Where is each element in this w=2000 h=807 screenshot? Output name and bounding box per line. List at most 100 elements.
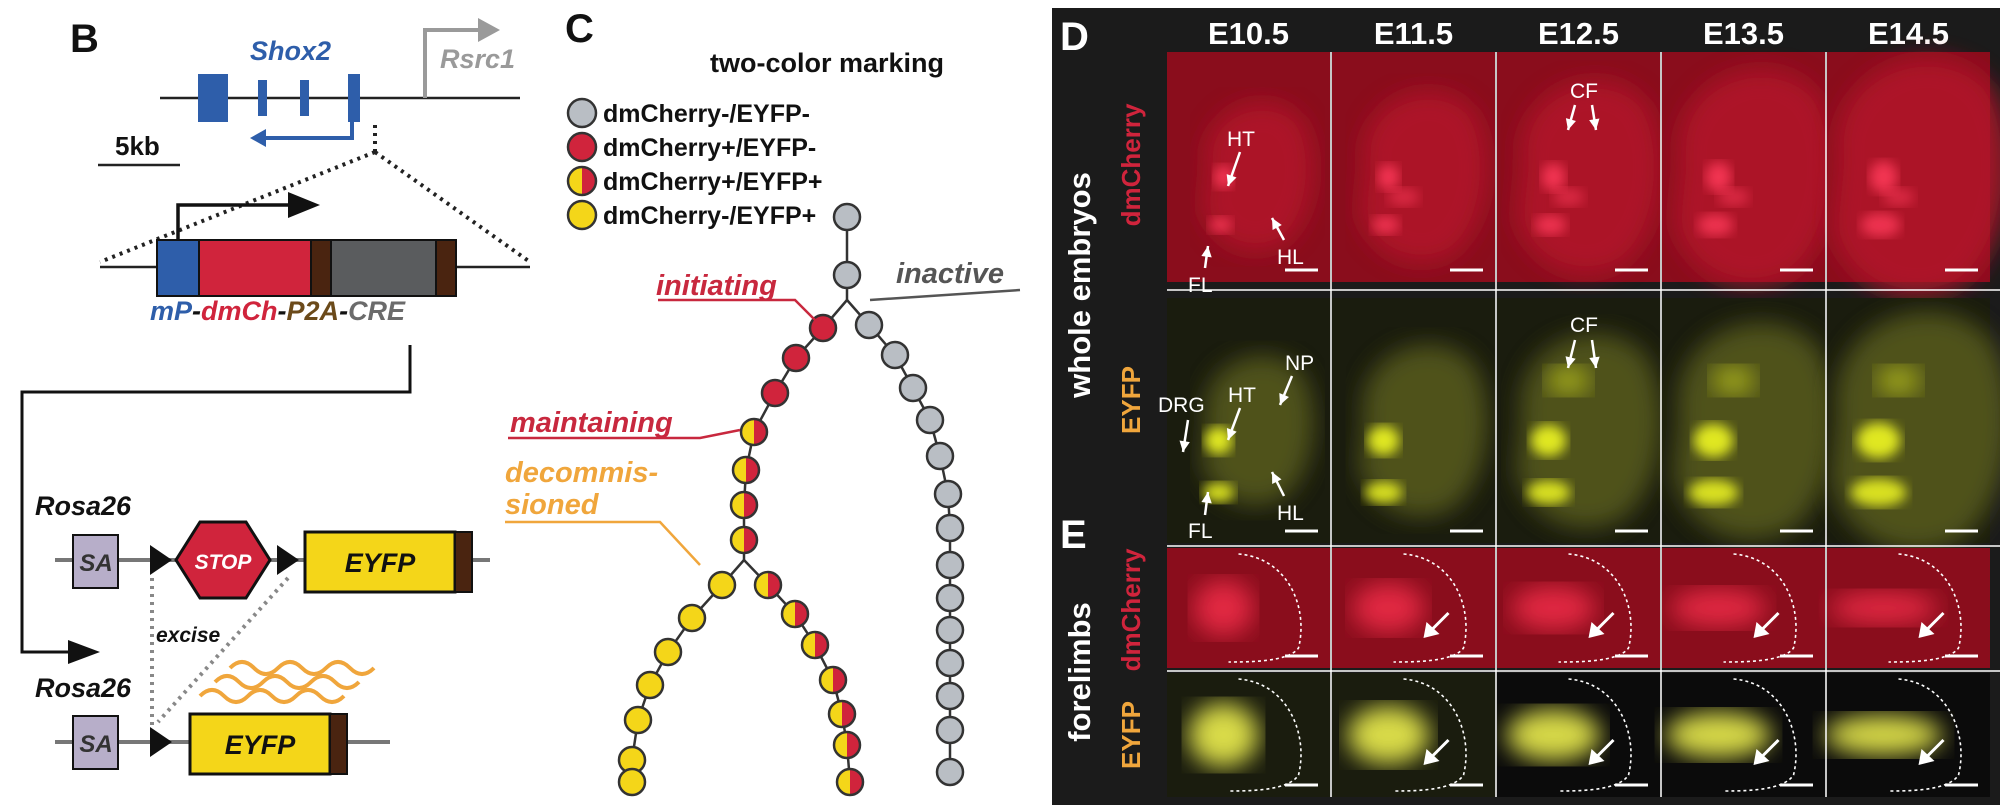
expression-domain (1665, 712, 1772, 758)
expression-domain (1705, 162, 1732, 192)
legend-label: dmCherry+/EYFP+ (603, 168, 823, 196)
expression-domain (1371, 216, 1400, 234)
microscopy-image (1332, 548, 1495, 668)
arrow-head-icon (1588, 749, 1605, 765)
decommissioned-label-2: sioned (505, 489, 600, 521)
excision-line (156, 576, 290, 724)
rsrc1-direction-arrow (423, 28, 485, 98)
half-cell-icon (729, 490, 759, 520)
half-cell-icon (818, 665, 848, 695)
yellow-cell-icon (566, 199, 598, 231)
arrow-head-icon (478, 18, 500, 42)
stop-cassette (174, 520, 272, 600)
panel-letter-e: E (1060, 513, 1087, 557)
arrow-head-icon (1423, 749, 1440, 765)
arrow-head-icon (68, 640, 100, 664)
grey-cell-icon (935, 583, 965, 613)
grey-cell-icon (935, 648, 965, 678)
embryo-silhouette (1830, 58, 2000, 298)
annotation-cf: CF (1570, 80, 1598, 103)
yellow-cell-icon (617, 767, 647, 797)
annotation-ht: HT (1227, 128, 1255, 151)
grey-cell-icon (935, 615, 965, 645)
loxp-site-icon (150, 545, 172, 575)
inactive-callout (869, 288, 1021, 302)
maintaining-label: maintaining (510, 407, 673, 439)
forelimbs-label: forelimbs (1062, 602, 1097, 742)
embryo-silhouette (1673, 69, 1836, 287)
expression-domain (1860, 213, 1901, 237)
microscopy-image (1827, 52, 2000, 298)
arrow-head-icon (1279, 393, 1289, 405)
legend-label: dmCherry-/EYFP+ (603, 202, 816, 230)
arrow-head-icon (288, 192, 320, 218)
annotation-hl2: HL (1277, 502, 1304, 525)
half-cell-icon (832, 730, 862, 760)
expression-domain (1534, 215, 1567, 235)
microscopy-image (1497, 673, 1660, 797)
arrow-head-icon (1918, 749, 1935, 765)
sa-top-label: SA (79, 550, 112, 577)
microscopy-image (1827, 548, 1990, 668)
panel-letter-b: B (70, 17, 99, 61)
eyfp-bottom-label: EYFP (225, 730, 297, 760)
expression-domain (1193, 580, 1254, 636)
arrow-head-icon (1423, 622, 1440, 638)
dmcherry-annotations: HT FL HL CF (1188, 80, 1598, 297)
expression-domain (1202, 482, 1235, 503)
yellow-cell-icon (677, 603, 707, 633)
yellow-cell-icon (653, 637, 683, 667)
stage-headers: E10.5 E11.5 E12.5 E13.5 E14.5 (1208, 16, 1949, 51)
half-cell-icon (835, 767, 865, 797)
legend-label: dmCherry-/EYFP- (603, 100, 810, 128)
e-dmcherry-row-label: dmCherry (1116, 548, 1146, 671)
microscopy-image (1167, 673, 1330, 797)
panel-letter-d: D (1060, 15, 1089, 59)
expression-domain (1208, 217, 1233, 233)
microscopy-image (1497, 52, 1662, 282)
dmcherry-block (198, 239, 312, 297)
annotation-fl: FL (1188, 274, 1213, 297)
shox2-label: Shox2 (250, 36, 331, 66)
lineage-tree (617, 202, 965, 797)
embryo-silhouette (1201, 102, 1314, 252)
shox2-exon (300, 80, 309, 116)
maintaining-callout (508, 428, 741, 440)
grey-cell-icon (880, 340, 910, 370)
arrow-head-icon (1918, 622, 1935, 638)
expression-domain (1876, 366, 1921, 395)
sa-bottom-box (72, 715, 119, 770)
decommissioned-callout (505, 520, 701, 566)
expression-domain (1882, 188, 1915, 206)
annotation-arrows (1179, 104, 1600, 516)
stage-header-label: E14.5 (1868, 16, 1949, 51)
sa-top-box (72, 534, 119, 589)
shox2-exon (348, 74, 360, 122)
grey-cell-icon (933, 479, 963, 509)
annotation-ht2: HT (1228, 384, 1256, 407)
expression-domain (1506, 709, 1601, 761)
initiating-label: initiating (656, 270, 777, 302)
expression-domain (1552, 188, 1585, 206)
microscopy-image (1824, 673, 1990, 797)
sa-bottom-label: SA (79, 731, 112, 758)
rosa26-bottom-label: Rosa26 (35, 673, 132, 703)
rosa26-top-label: Rosa26 (35, 491, 132, 521)
red-cell-icon (781, 343, 811, 373)
image-grid-lines (1167, 52, 2000, 797)
half-cell-icon (731, 455, 761, 485)
embryo-silhouette (1515, 80, 1662, 275)
embryo-silhouette (1358, 344, 1488, 517)
limb-outline (1393, 678, 1467, 792)
microscopy-image (1332, 298, 1495, 543)
stage-header-label: E13.5 (1703, 16, 1784, 51)
dmcherry-row-label: dmCherry (1116, 103, 1146, 226)
grey-cell-icon (935, 550, 965, 580)
grey-cell-icon (854, 310, 884, 340)
arrow-head-icon (1179, 440, 1190, 452)
microscopy-image (1167, 52, 1330, 282)
expression-domain (1693, 423, 1734, 458)
loxp-site-icon (150, 727, 172, 757)
microscopy-image (1827, 298, 2000, 551)
red-cell-icon (808, 313, 838, 343)
